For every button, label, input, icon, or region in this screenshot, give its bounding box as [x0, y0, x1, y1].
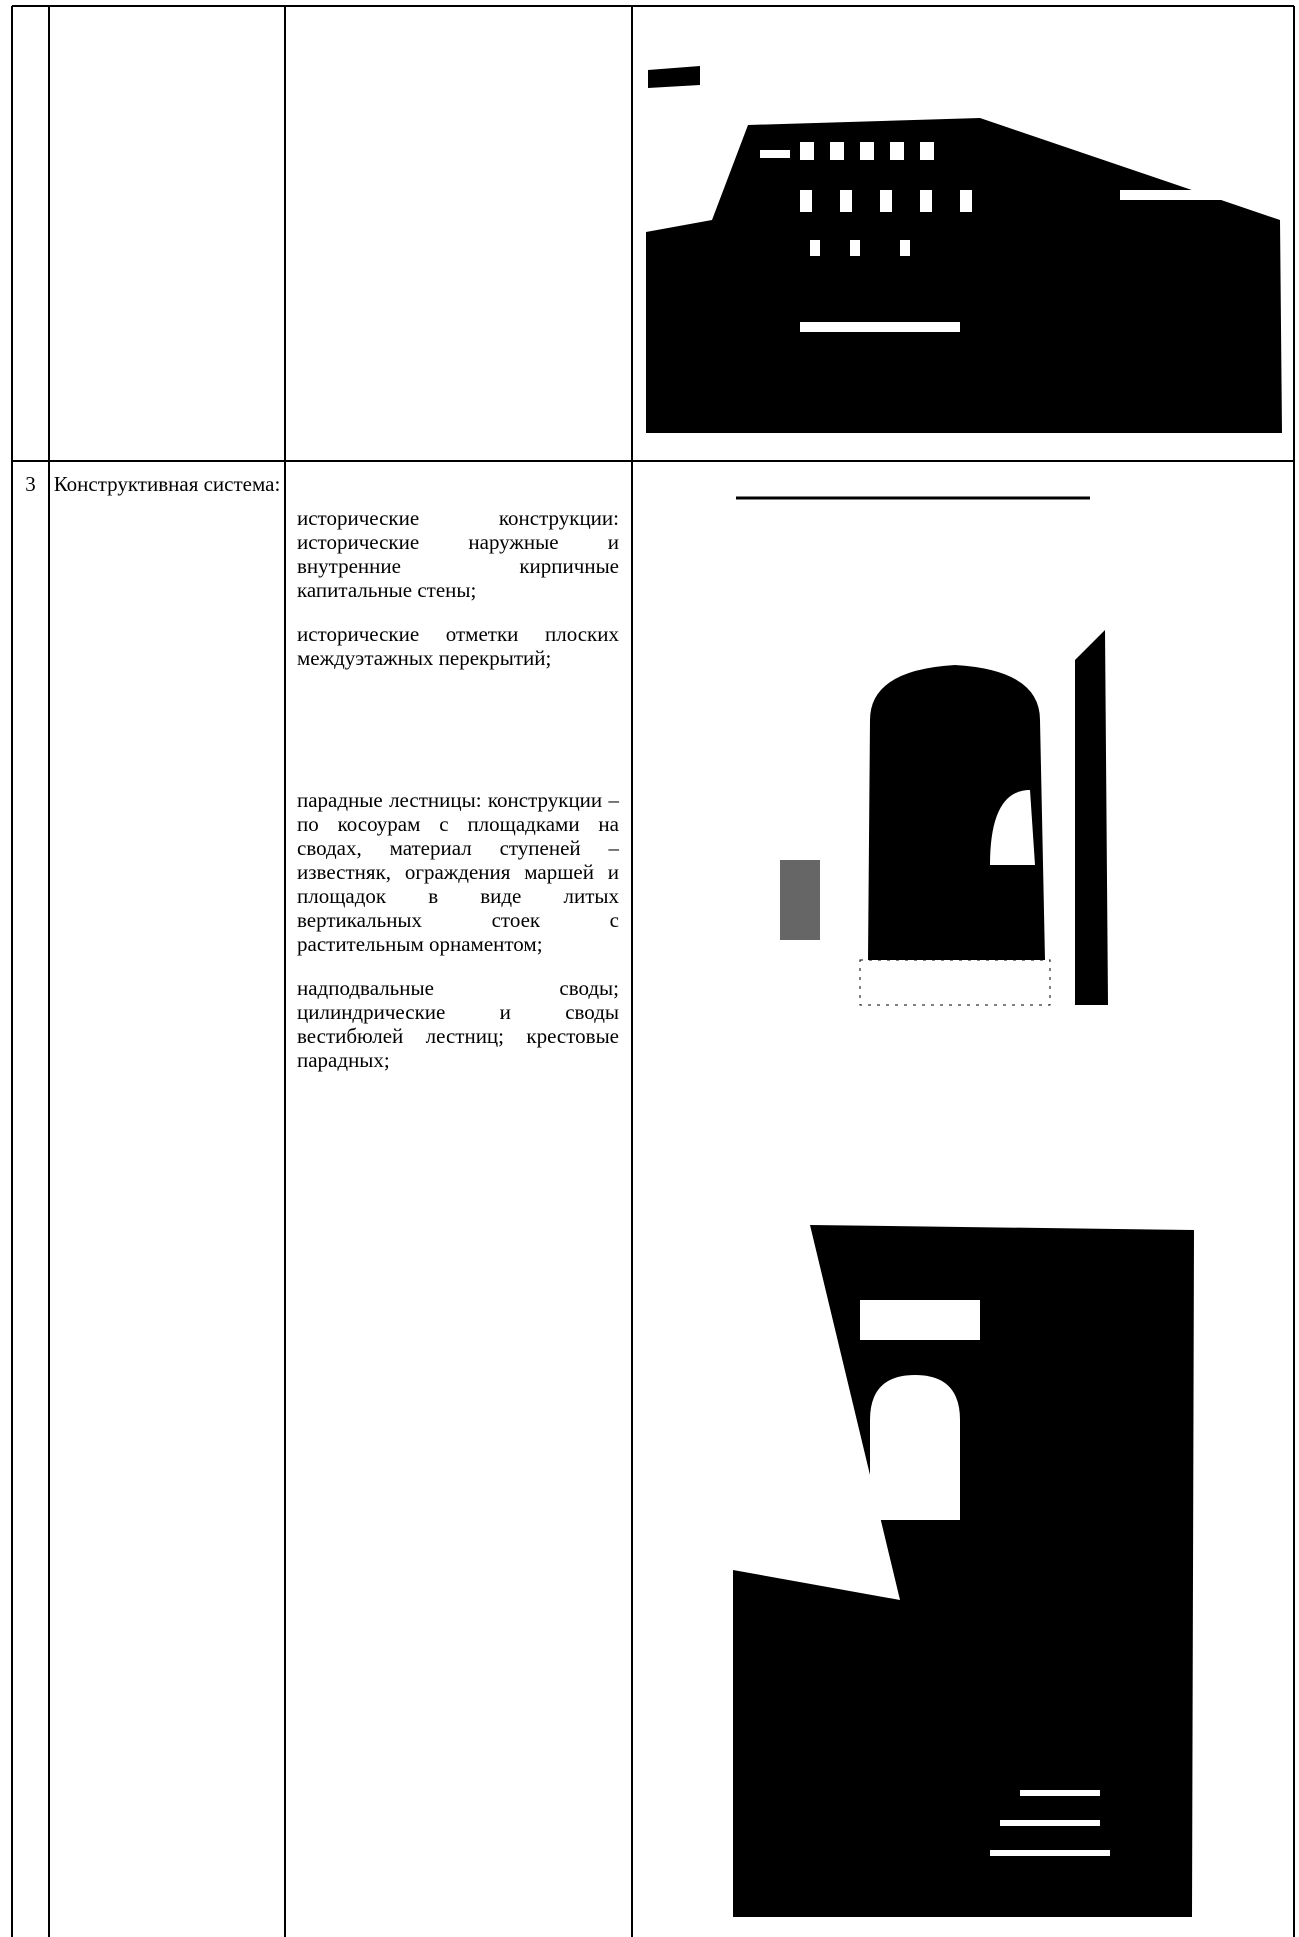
photo-vestibule: [733, 1225, 1194, 1917]
row-label: Конструктивная система:: [53, 472, 281, 496]
row-number: 3: [25, 472, 36, 496]
description-item: надподвальные своды; цилиндрические и св…: [297, 976, 619, 1072]
description-item: исторические отметки плоских междуэтажны…: [297, 622, 619, 670]
description-item: исторические конструкции: исторические н…: [297, 506, 619, 602]
photo-building: [646, 66, 1282, 433]
row-description: исторические конструкции: исторические н…: [297, 506, 619, 1092]
description-item: парадные лестницы: конструкции – по косо…: [297, 788, 619, 956]
photo-stair-vault: [736, 496, 1108, 1006]
